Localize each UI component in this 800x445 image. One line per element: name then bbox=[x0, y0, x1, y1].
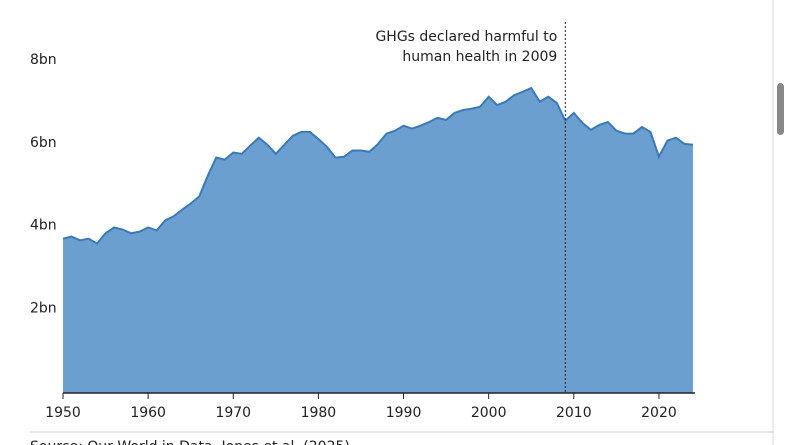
x-tick-label: 1960 bbox=[130, 405, 166, 421]
x-tick-label: 1970 bbox=[215, 405, 251, 421]
line bbox=[62, 86, 694, 245]
source: Source: Our World in Data, Jones et al. … bbox=[30, 439, 350, 445]
x-tick-label: 1980 bbox=[301, 405, 337, 421]
y-tick-label: 8bn bbox=[30, 52, 57, 68]
y-tick-label: 6bn bbox=[30, 135, 57, 151]
annotation-text: human health in 2009 bbox=[402, 49, 557, 65]
x-tick-label: 1950 bbox=[45, 405, 81, 421]
x-tick-label: 2000 bbox=[471, 405, 507, 421]
annotation-text: GHGs declared harmful to bbox=[375, 29, 557, 45]
y-tick-label: 2bn bbox=[30, 300, 57, 316]
x-tick-label: 2010 bbox=[556, 405, 592, 421]
y-tick-label: 4bn bbox=[30, 218, 57, 234]
x-tick-label: 1990 bbox=[386, 405, 422, 421]
x-tick-label: 2020 bbox=[641, 405, 677, 421]
area bbox=[63, 88, 693, 393]
scrollbar-thumb[interactable] bbox=[777, 83, 784, 135]
